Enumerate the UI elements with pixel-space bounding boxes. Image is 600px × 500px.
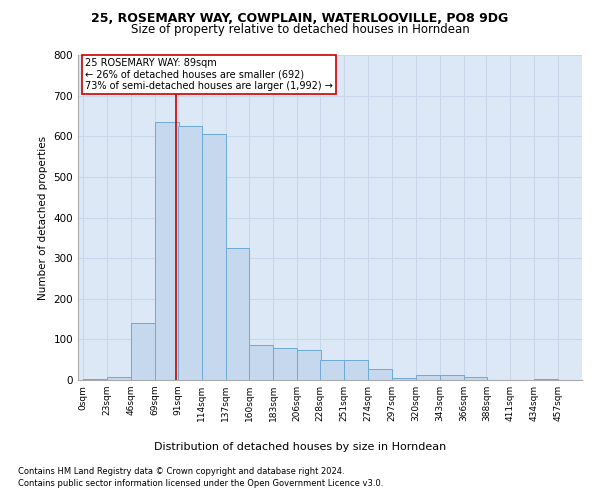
Bar xyxy=(274,348,297,380)
Bar xyxy=(107,377,131,380)
Bar xyxy=(416,375,440,380)
Bar xyxy=(534,379,558,380)
Text: Size of property relative to detached houses in Horndean: Size of property relative to detached ho… xyxy=(131,24,469,36)
Text: 25, ROSEMARY WAY, COWPLAIN, WATERLOOVILLE, PO8 9DG: 25, ROSEMARY WAY, COWPLAIN, WATERLOOVILL… xyxy=(91,12,509,26)
Bar xyxy=(250,346,274,380)
Bar xyxy=(202,134,226,380)
Bar xyxy=(178,126,202,380)
Bar xyxy=(131,323,155,380)
Bar xyxy=(344,360,368,380)
Bar xyxy=(392,378,416,380)
Bar xyxy=(368,368,392,380)
Text: Contains HM Land Registry data © Crown copyright and database right 2024.: Contains HM Land Registry data © Crown c… xyxy=(18,468,344,476)
Bar xyxy=(320,360,344,380)
Bar xyxy=(83,379,107,380)
Text: Distribution of detached houses by size in Horndean: Distribution of detached houses by size … xyxy=(154,442,446,452)
Text: Contains public sector information licensed under the Open Government Licence v3: Contains public sector information licen… xyxy=(18,478,383,488)
Bar xyxy=(226,248,250,380)
Bar xyxy=(440,375,464,380)
Y-axis label: Number of detached properties: Number of detached properties xyxy=(38,136,48,300)
Bar xyxy=(155,122,179,380)
Bar xyxy=(464,377,487,380)
Bar xyxy=(297,350,321,380)
Text: 25 ROSEMARY WAY: 89sqm
← 26% of detached houses are smaller (692)
73% of semi-de: 25 ROSEMARY WAY: 89sqm ← 26% of detached… xyxy=(85,58,333,92)
